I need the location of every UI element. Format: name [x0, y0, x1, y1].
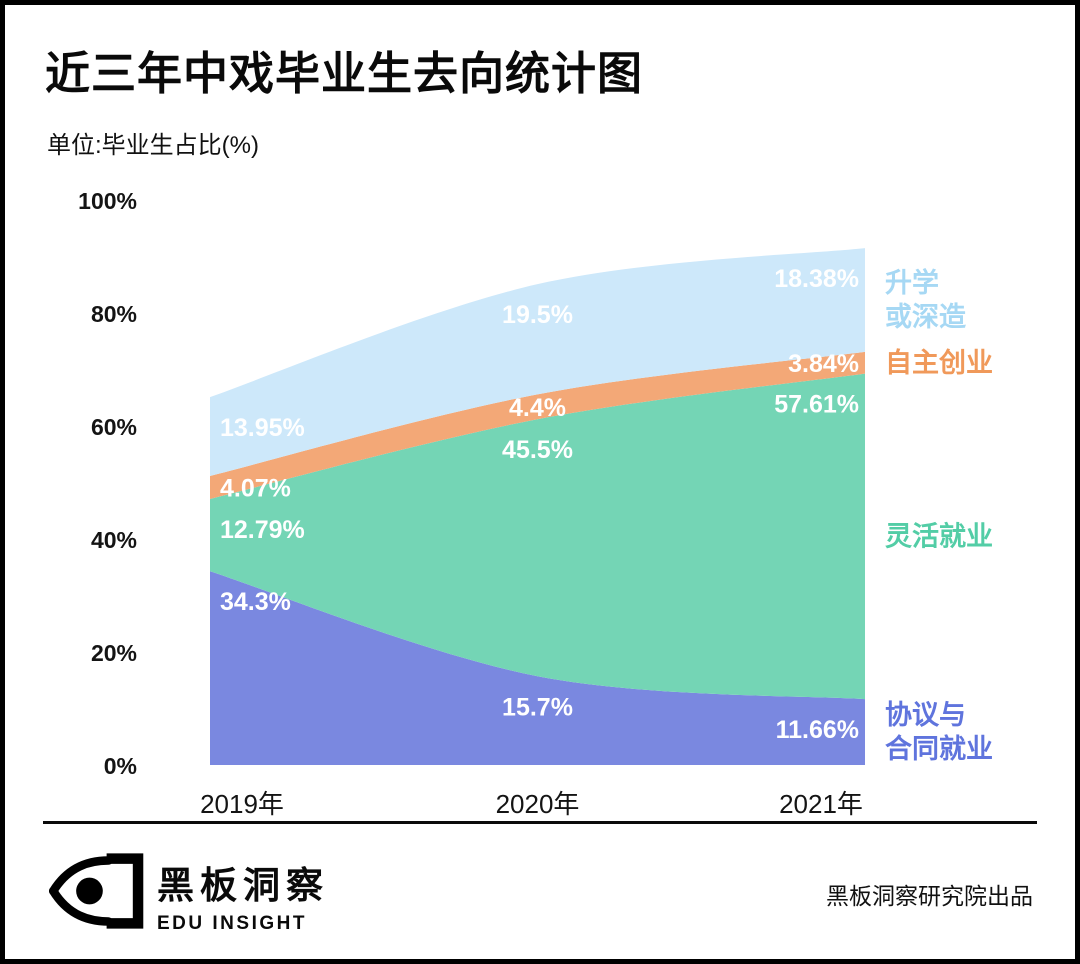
footer-divider — [43, 821, 1037, 824]
value-label: 18.38% — [774, 265, 859, 293]
value-label: 57.61% — [774, 391, 859, 419]
value-label: 45.5% — [502, 436, 573, 464]
x-category-label: 2020年 — [496, 789, 580, 819]
legend-label-1: 灵活就业 — [885, 521, 993, 551]
value-label: 15.7% — [502, 693, 573, 721]
y-tick-label: 40% — [91, 527, 137, 553]
brand-subtitle: EDU INSIGHT — [157, 913, 307, 934]
area-layer-3 — [210, 248, 865, 476]
brand-name: 黑板洞察 — [157, 865, 329, 906]
y-tick-label: 20% — [91, 640, 137, 666]
y-tick-label: 100% — [78, 188, 137, 214]
legend-label-2: 自主创业 — [885, 347, 993, 378]
legend-label-0: 协议与 — [885, 700, 966, 730]
legend-label-3: 或深造 — [885, 302, 966, 332]
legend-label-3: 升学 — [885, 267, 939, 298]
y-tick-label: 0% — [104, 753, 137, 779]
x-category-label: 2021年 — [779, 789, 863, 819]
legend-label-0: 合同就业 — [885, 733, 993, 764]
y-tick-label: 80% — [91, 301, 137, 327]
y-tick-label: 60% — [91, 414, 137, 440]
area-layer-0 — [210, 571, 865, 765]
chart-unit-label: 单位:毕业生占比(%) — [47, 132, 259, 159]
chart-title: 近三年中戏毕业生去向统计图 — [45, 48, 644, 99]
x-category-label: 2019年 — [200, 789, 284, 819]
value-label: 11.66% — [776, 716, 859, 744]
value-label: 4.4% — [509, 394, 566, 422]
credit-text: 黑板洞察研究院出品 — [826, 883, 1033, 909]
brand-block: 黑板洞察 EDU INSIGHT — [157, 855, 329, 935]
value-label: 13.95% — [220, 414, 305, 442]
area-layer-2 — [210, 351, 865, 499]
value-label: 19.5% — [502, 301, 573, 329]
area-layer-1 — [210, 373, 865, 700]
stacked-area-chart: 0% 20% 40% 60% 80% 100% 2019年 2020年 2021年 34.3% 15… — [78, 188, 993, 819]
value-label: 12.79% — [220, 516, 305, 544]
value-label: 4.07% — [220, 474, 291, 502]
value-label: 34.3% — [220, 588, 291, 616]
eye-logo-icon — [49, 853, 144, 929]
value-label: 3.84% — [788, 350, 859, 378]
